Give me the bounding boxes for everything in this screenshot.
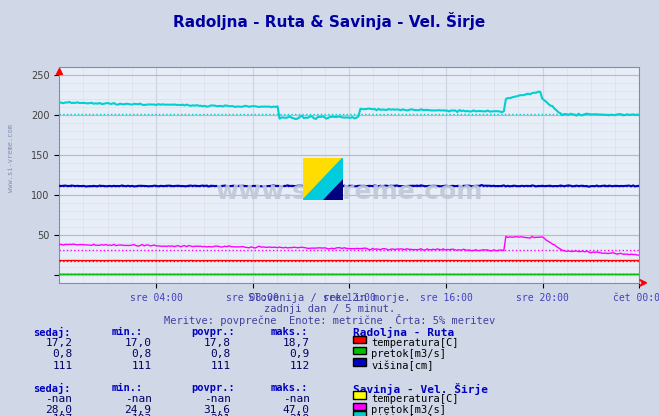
- Text: višina[cm]: višina[cm]: [371, 414, 434, 416]
- Text: Radoljna - Ruta: Radoljna - Ruta: [353, 327, 454, 338]
- Text: pretok[m3/s]: pretok[m3/s]: [371, 349, 446, 359]
- Text: www.si-vreme.com: www.si-vreme.com: [8, 124, 14, 192]
- Text: zadnji dan / 5 minut.: zadnji dan / 5 minut.: [264, 304, 395, 314]
- Text: 31,6: 31,6: [204, 405, 231, 415]
- Text: 111: 111: [52, 361, 72, 371]
- Text: Slovenija / reke in morje.: Slovenija / reke in morje.: [248, 293, 411, 303]
- Text: 17,0: 17,0: [125, 338, 152, 348]
- Polygon shape: [303, 158, 343, 200]
- Text: 28,0: 28,0: [45, 405, 72, 415]
- Text: temperatura[C]: temperatura[C]: [371, 394, 459, 404]
- Text: 219: 219: [289, 414, 310, 416]
- Text: 193: 193: [131, 414, 152, 416]
- Text: 111: 111: [131, 361, 152, 371]
- Text: maks.:: maks.:: [270, 327, 308, 337]
- Text: 0,8: 0,8: [131, 349, 152, 359]
- Text: Meritve: povprečne  Enote: metrične  Črta: 5% meritev: Meritve: povprečne Enote: metrične Črta:…: [164, 314, 495, 326]
- Text: 18,7: 18,7: [283, 338, 310, 348]
- Text: 112: 112: [289, 361, 310, 371]
- Text: 197: 197: [52, 414, 72, 416]
- Text: -nan: -nan: [45, 394, 72, 404]
- Text: sedaj:: sedaj:: [33, 327, 71, 338]
- Text: 17,8: 17,8: [204, 338, 231, 348]
- Text: 17,2: 17,2: [45, 338, 72, 348]
- Text: -nan: -nan: [125, 394, 152, 404]
- Text: min.:: min.:: [112, 383, 143, 393]
- Text: povpr.:: povpr.:: [191, 327, 235, 337]
- Text: Savinja - Vel. Širje: Savinja - Vel. Širje: [353, 383, 488, 395]
- Text: 0,8: 0,8: [210, 349, 231, 359]
- Text: -nan: -nan: [204, 394, 231, 404]
- Text: 0,8: 0,8: [52, 349, 72, 359]
- Text: min.:: min.:: [112, 327, 143, 337]
- Text: 47,0: 47,0: [283, 405, 310, 415]
- Text: 201: 201: [210, 414, 231, 416]
- Text: pretok[m3/s]: pretok[m3/s]: [371, 405, 446, 415]
- Text: 111: 111: [210, 361, 231, 371]
- Text: maks.:: maks.:: [270, 383, 308, 393]
- Polygon shape: [303, 158, 343, 200]
- Text: višina[cm]: višina[cm]: [371, 361, 434, 371]
- Text: povpr.:: povpr.:: [191, 383, 235, 393]
- Text: www.si-vreme.com: www.si-vreme.com: [215, 180, 483, 204]
- Polygon shape: [323, 179, 343, 200]
- Text: -nan: -nan: [283, 394, 310, 404]
- Text: 0,9: 0,9: [289, 349, 310, 359]
- Text: temperatura[C]: temperatura[C]: [371, 338, 459, 348]
- Text: 24,9: 24,9: [125, 405, 152, 415]
- Text: sedaj:: sedaj:: [33, 383, 71, 394]
- Text: Radoljna - Ruta & Savinja - Vel. Širje: Radoljna - Ruta & Savinja - Vel. Širje: [173, 12, 486, 30]
